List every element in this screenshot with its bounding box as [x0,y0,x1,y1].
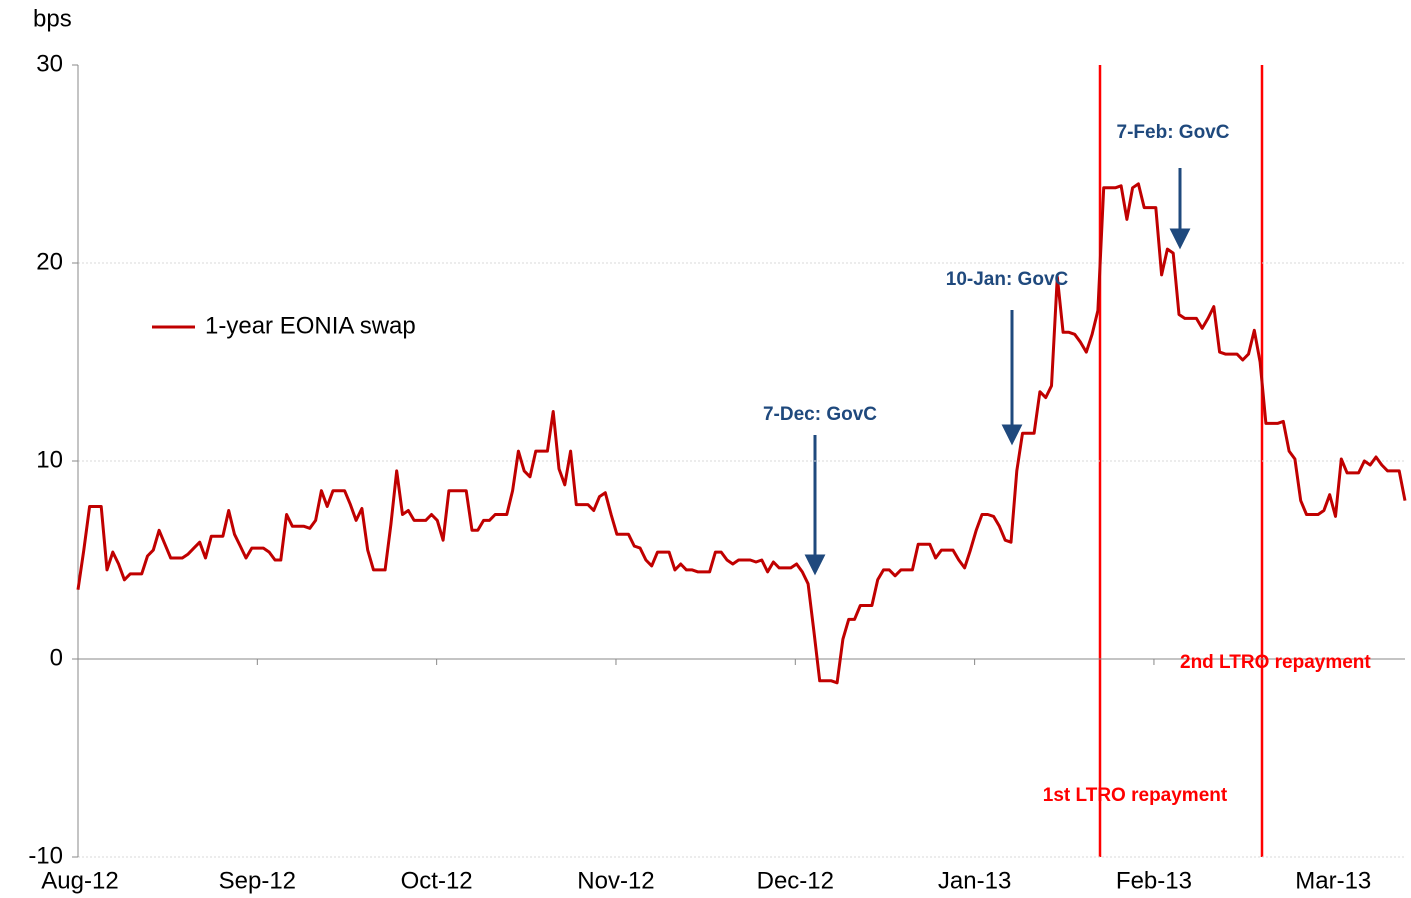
annotation: 7-Dec: GovC [763,404,877,425]
y-tick-label: 0 [50,644,63,671]
arrow-head [1001,424,1023,446]
x-tick-label: Sep-12 [219,867,296,894]
data-line [76,182,1407,685]
x-tick-label: Oct-12 [401,867,473,894]
legend-label: 1-year EONIA swap [205,312,416,339]
x-tick-label: Aug-12 [41,867,118,894]
y-axis-label: bps [33,5,72,32]
arrows [804,168,1191,576]
annotation: 1st LTRO repayment [1043,785,1228,806]
y-tick-label: 20 [36,248,63,275]
x-tick-label: Feb-13 [1116,867,1192,894]
annotation: 7-Feb: GovC [1117,122,1230,143]
annotation: 10-Jan: GovC [946,269,1069,290]
x-tick-label: Jan-13 [938,867,1011,894]
x-tick-label: Dec-12 [757,867,834,894]
arrow-head [1169,228,1191,250]
annotation: 2nd LTRO repayment [1180,652,1371,673]
y-tick-label: -10 [28,842,63,869]
y-tick-label: 10 [36,446,63,473]
y-tick-label: 30 [36,50,63,77]
x-tick-label: Nov-12 [577,867,654,894]
x-tick-label: Mar-13 [1295,867,1371,894]
arrow-head [804,554,826,576]
